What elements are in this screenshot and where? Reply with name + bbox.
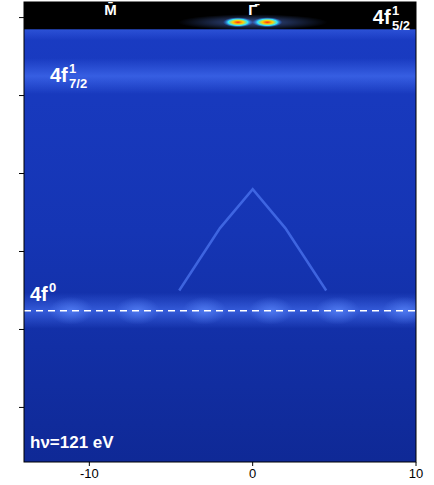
- x-tick-label: 0: [249, 466, 256, 481]
- y-tick: [19, 95, 24, 96]
- chart: -10010M̄Γ̄4f15/24f17/24f0hν=121 eV: [0, 0, 434, 485]
- band-label-base: 4f: [30, 283, 48, 305]
- y-tick: [19, 17, 24, 18]
- band-label-sub: 5/2: [392, 18, 410, 33]
- band-label: 4f17/2: [50, 61, 87, 91]
- flat-band-glow: [24, 58, 416, 94]
- hotspot: [252, 17, 282, 27]
- frame: [24, 2, 416, 462]
- symmetry-point-label: Γ̄: [248, 1, 260, 18]
- band-label-sup: 1: [69, 61, 76, 76]
- flat-band-glow: [24, 293, 416, 329]
- hotspot: [223, 17, 253, 27]
- band-label-sup: 0: [49, 280, 56, 295]
- y-tick: [19, 329, 24, 330]
- band-label-base: 4f: [50, 64, 68, 86]
- band-label: 4f15/2: [373, 3, 410, 33]
- band-label-sub: 7/2: [69, 76, 87, 91]
- band: [179, 189, 326, 290]
- y-tick: [19, 407, 24, 408]
- x-tick-label: -10: [80, 466, 99, 481]
- band-label-sup: 1: [392, 3, 399, 18]
- band-label-base: 4f: [373, 6, 391, 28]
- photon-energy-label: hν=121 eV: [30, 433, 114, 452]
- y-tick: [19, 173, 24, 174]
- fermi-cutoff: [24, 2, 416, 29]
- dashed-line: [24, 310, 416, 312]
- background: [24, 2, 416, 462]
- band-label: 4f0: [30, 280, 56, 305]
- symmetry-point-label: M̄: [104, 1, 117, 18]
- plot-area: [24, 2, 416, 462]
- y-tick: [19, 251, 24, 252]
- x-tick-label: 10: [409, 466, 423, 481]
